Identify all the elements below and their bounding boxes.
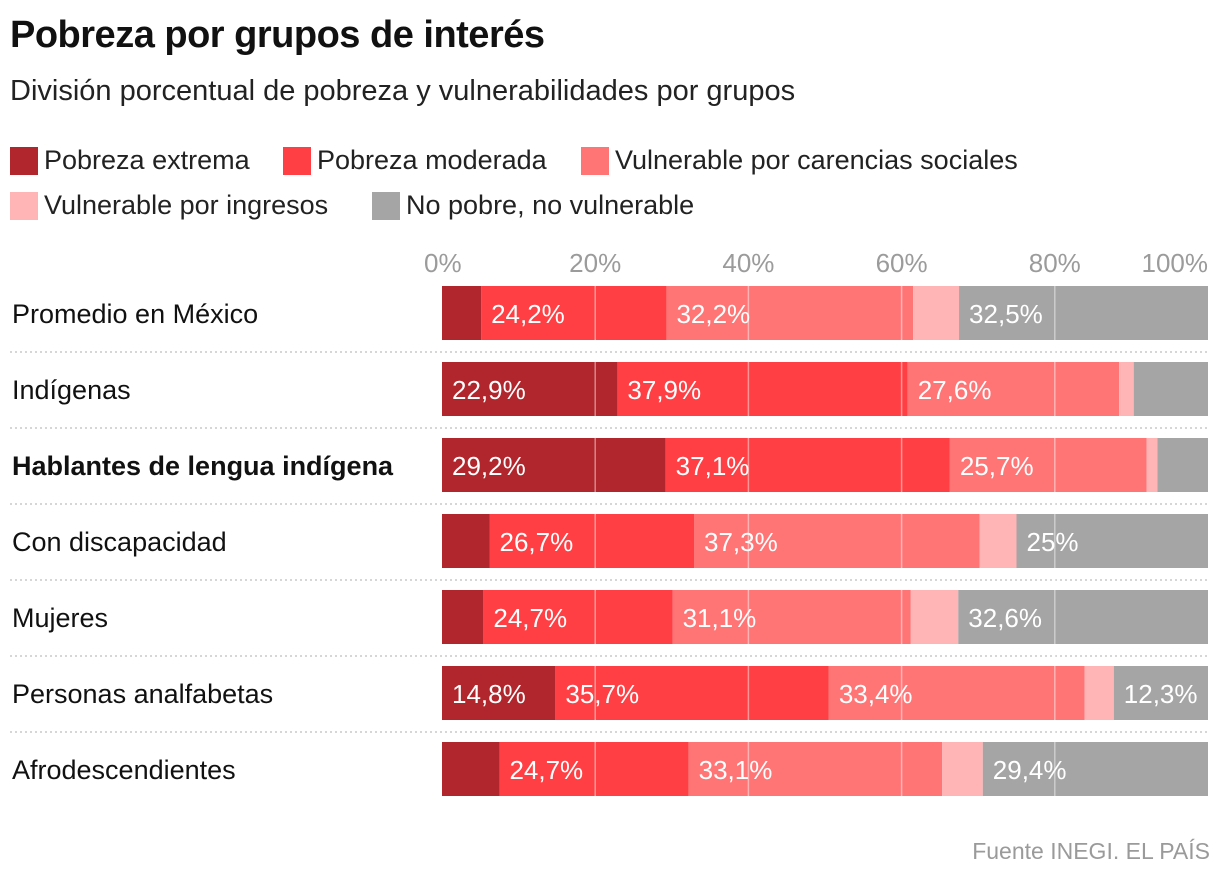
- data-label: 32,6%: [968, 603, 1042, 633]
- x-tick-label: 60%: [876, 248, 928, 278]
- x-tick-label: 80%: [1029, 248, 1081, 278]
- bar-mujeres-vulnerable-por-ingresos: [910, 590, 959, 644]
- bar-con-discapacidad-no-pobre-no-vulnerable: [1016, 514, 1208, 568]
- bar-mujeres-pobreza-moderada: [483, 590, 673, 644]
- bar-hablantes-de-lengua-indigena-pobreza-extrema: [442, 438, 666, 492]
- data-label: 35,7%: [565, 679, 639, 709]
- legend-item-pobreza-extrema: Pobreza extrema: [10, 145, 250, 176]
- category-label-con-discapacidad: Con discapacidad: [12, 527, 227, 557]
- data-label: 37,9%: [627, 375, 701, 405]
- category-label-personas-analfabetas: Personas analfabetas: [12, 679, 273, 709]
- legend-swatch-vulnerable-carencias: [581, 146, 609, 175]
- bar-mujeres-vulnerable-por-carencias-sociales: [672, 590, 911, 644]
- bar-promedio-en-mexico-vulnerable-por-carencias-sociales: [666, 286, 914, 340]
- data-label: 14,8%: [452, 679, 526, 709]
- bar-con-discapacidad-vulnerable-por-ingresos: [979, 514, 1017, 568]
- bar-afrodescendientes-no-pobre-no-vulnerable: [982, 742, 1208, 796]
- data-label: 27,6%: [918, 375, 992, 405]
- data-label: 24,7%: [509, 755, 583, 785]
- bar-hablantes-de-lengua-indigena-pobreza-moderada: [665, 438, 950, 492]
- x-tick-label: 0%: [424, 248, 462, 278]
- bar-mujeres-pobreza-extrema: [442, 590, 484, 644]
- data-label: 24,7%: [493, 603, 567, 633]
- bar-con-discapacidad-pobreza-moderada: [489, 514, 695, 568]
- bar-personas-analfabetas-pobreza-extrema: [442, 666, 556, 720]
- bar-personas-analfabetas-pobreza-moderada: [555, 666, 829, 720]
- x-tick-label: 100%: [1142, 248, 1209, 278]
- category-label-mujeres: Mujeres: [12, 603, 108, 633]
- bar-afrodescendientes-pobreza-moderada: [499, 742, 689, 796]
- bar-promedio-en-mexico-pobreza-moderada: [481, 286, 667, 340]
- legend-item-vulnerable-carencias: Vulnerable por carencias sociales: [581, 145, 1018, 176]
- category-label-hablantes-de-lengua-indigena: Hablantes de lengua indígena: [12, 451, 394, 481]
- bar-personas-analfabetas-no-pobre-no-vulnerable: [1113, 666, 1208, 720]
- bar-hablantes-de-lengua-indigena-vulnerable-por-carencias-sociales: [949, 438, 1147, 492]
- legend-swatch-vulnerable-ingresos: [10, 191, 38, 220]
- bar-afrodescendientes-pobreza-extrema: [442, 742, 500, 796]
- category-label-indigenas: Indígenas: [12, 375, 131, 405]
- legend-label-no-pobre: No pobre, no vulnerable: [406, 190, 695, 220]
- bar-indigenas-vulnerable-por-carencias-sociales: [907, 362, 1120, 416]
- legend-item-no-pobre: No pobre, no vulnerable: [372, 190, 694, 221]
- chart-subtitle: División porcentual de pobreza y vulnera…: [10, 75, 796, 107]
- bar-indigenas-pobreza-moderada: [617, 362, 908, 416]
- chart-title: Pobreza por grupos de interés: [10, 14, 545, 56]
- legend-swatch-pobreza-moderada: [283, 146, 311, 175]
- data-label: 32,5%: [969, 299, 1043, 329]
- bar-indigenas-vulnerable-por-ingresos: [1119, 362, 1134, 416]
- data-label: 26,7%: [499, 527, 573, 557]
- bar-promedio-en-mexico-no-pobre-no-vulnerable: [959, 286, 1208, 340]
- category-label-afrodescendientes: Afrodescendientes: [12, 755, 236, 785]
- bar-con-discapacidad-vulnerable-por-carencias-sociales: [694, 514, 980, 568]
- bar-afrodescendientes-vulnerable-por-carencias-sociales: [688, 742, 943, 796]
- data-label: 12,3%: [1124, 679, 1198, 709]
- legend-swatch-pobreza-extrema: [10, 146, 38, 175]
- data-label: 31,1%: [683, 603, 757, 633]
- data-label: 32,2%: [676, 299, 750, 329]
- data-label: 25,7%: [960, 451, 1034, 481]
- data-label: 25%: [1027, 527, 1079, 557]
- bar-indigenas-pobreza-extrema: [442, 362, 618, 416]
- bar-promedio-en-mexico-vulnerable-por-ingresos: [913, 286, 960, 340]
- legend-label-vulnerable-carencias: Vulnerable por carencias sociales: [615, 145, 1018, 175]
- data-label: 37,3%: [704, 527, 778, 557]
- bar-con-discapacidad-pobreza-extrema: [442, 514, 490, 568]
- legend-label-pobreza-moderada: Pobreza moderada: [317, 145, 547, 175]
- source-credit: Fuente INEGI. EL PAÍS: [972, 838, 1210, 864]
- category-label-promedio-en-mexico: Promedio en México: [12, 299, 258, 329]
- data-label: 22,9%: [452, 375, 526, 405]
- x-tick-label: 20%: [569, 248, 621, 278]
- bar-hablantes-de-lengua-indigena-no-pobre-no-vulnerable: [1157, 438, 1208, 492]
- bar-hablantes-de-lengua-indigena-vulnerable-por-ingresos: [1146, 438, 1158, 492]
- legend-item-vulnerable-ingresos: Vulnerable por ingresos: [10, 190, 328, 221]
- bar-mujeres-no-pobre-no-vulnerable: [958, 590, 1208, 644]
- data-label: 29,4%: [993, 755, 1067, 785]
- bar-afrodescendientes-vulnerable-por-ingresos: [942, 742, 983, 796]
- x-tick-label: 40%: [722, 248, 774, 278]
- legend-swatch-no-pobre: [372, 191, 400, 220]
- data-label: 29,2%: [452, 451, 526, 481]
- bar-promedio-en-mexico-pobreza-extrema: [442, 286, 482, 340]
- bar-personas-analfabetas-vulnerable-por-carencias-sociales: [828, 666, 1085, 720]
- bar-personas-analfabetas-vulnerable-por-ingresos: [1084, 666, 1114, 720]
- data-label: 24,2%: [491, 299, 565, 329]
- data-label: 33,4%: [839, 679, 913, 709]
- legend-item-pobreza-moderada: Pobreza moderada: [283, 145, 547, 176]
- legend-label-vulnerable-ingresos: Vulnerable por ingresos: [44, 190, 329, 220]
- data-label: 37,1%: [676, 451, 750, 481]
- data-label: 33,1%: [699, 755, 773, 785]
- bar-indigenas-no-pobre-no-vulnerable: [1133, 362, 1208, 416]
- legend-label-pobreza-extrema: Pobreza extrema: [44, 145, 250, 175]
